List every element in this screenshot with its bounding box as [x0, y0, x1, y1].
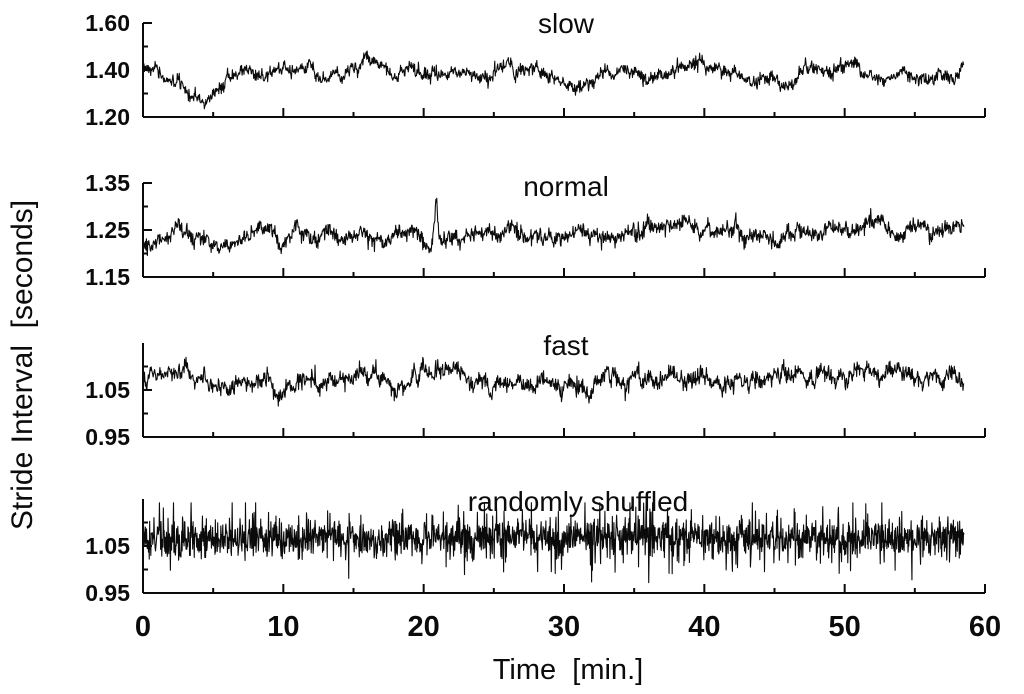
series-trace-slow: [142, 50, 965, 110]
x-tick-label: 50: [829, 611, 861, 643]
y-tick-label: 1.15: [85, 264, 130, 290]
series-trace-fast: [142, 356, 965, 407]
series-trace-randomly-shuffled: [142, 502, 965, 584]
x-tick-label: 30: [548, 611, 580, 643]
y-tick-label: 1.40: [85, 57, 130, 83]
y-tick-label: 1.60: [85, 10, 130, 36]
chart-generated-layer: 1.20 1.40 1.60 1.15 1.25 1.35 0.95 1.05 0.95 1.05…: [85, 10, 1001, 643]
y-axis-label: Stride Interval [seconds]: [6, 200, 39, 530]
y-tick-label: 1.20: [85, 104, 130, 130]
y-tick-label: 1.05: [85, 377, 130, 403]
y-tick-label: 1.25: [85, 217, 130, 243]
x-tick-label: 10: [267, 611, 299, 643]
y-tick-label: 0.95: [85, 580, 130, 606]
panel-title-fast: fast: [543, 330, 588, 361]
x-tick-label: 60: [969, 611, 1001, 643]
x-tick-label: 40: [688, 611, 720, 643]
panel-title-randomly-shuffled: randomly shuffled: [468, 486, 689, 517]
x-tick-label: 20: [408, 611, 440, 643]
panel-title-normal: normal: [523, 171, 609, 202]
y-tick-label: 0.95: [85, 424, 130, 450]
y-tick-label: 1.35: [85, 170, 130, 196]
panel-title-slow: slow: [538, 8, 595, 39]
x-tick-label: 0: [135, 611, 151, 643]
series-trace-normal: [142, 197, 965, 257]
y-tick-label: 1.05: [85, 533, 130, 559]
x-axis-label: Time [min.]: [493, 654, 643, 686]
